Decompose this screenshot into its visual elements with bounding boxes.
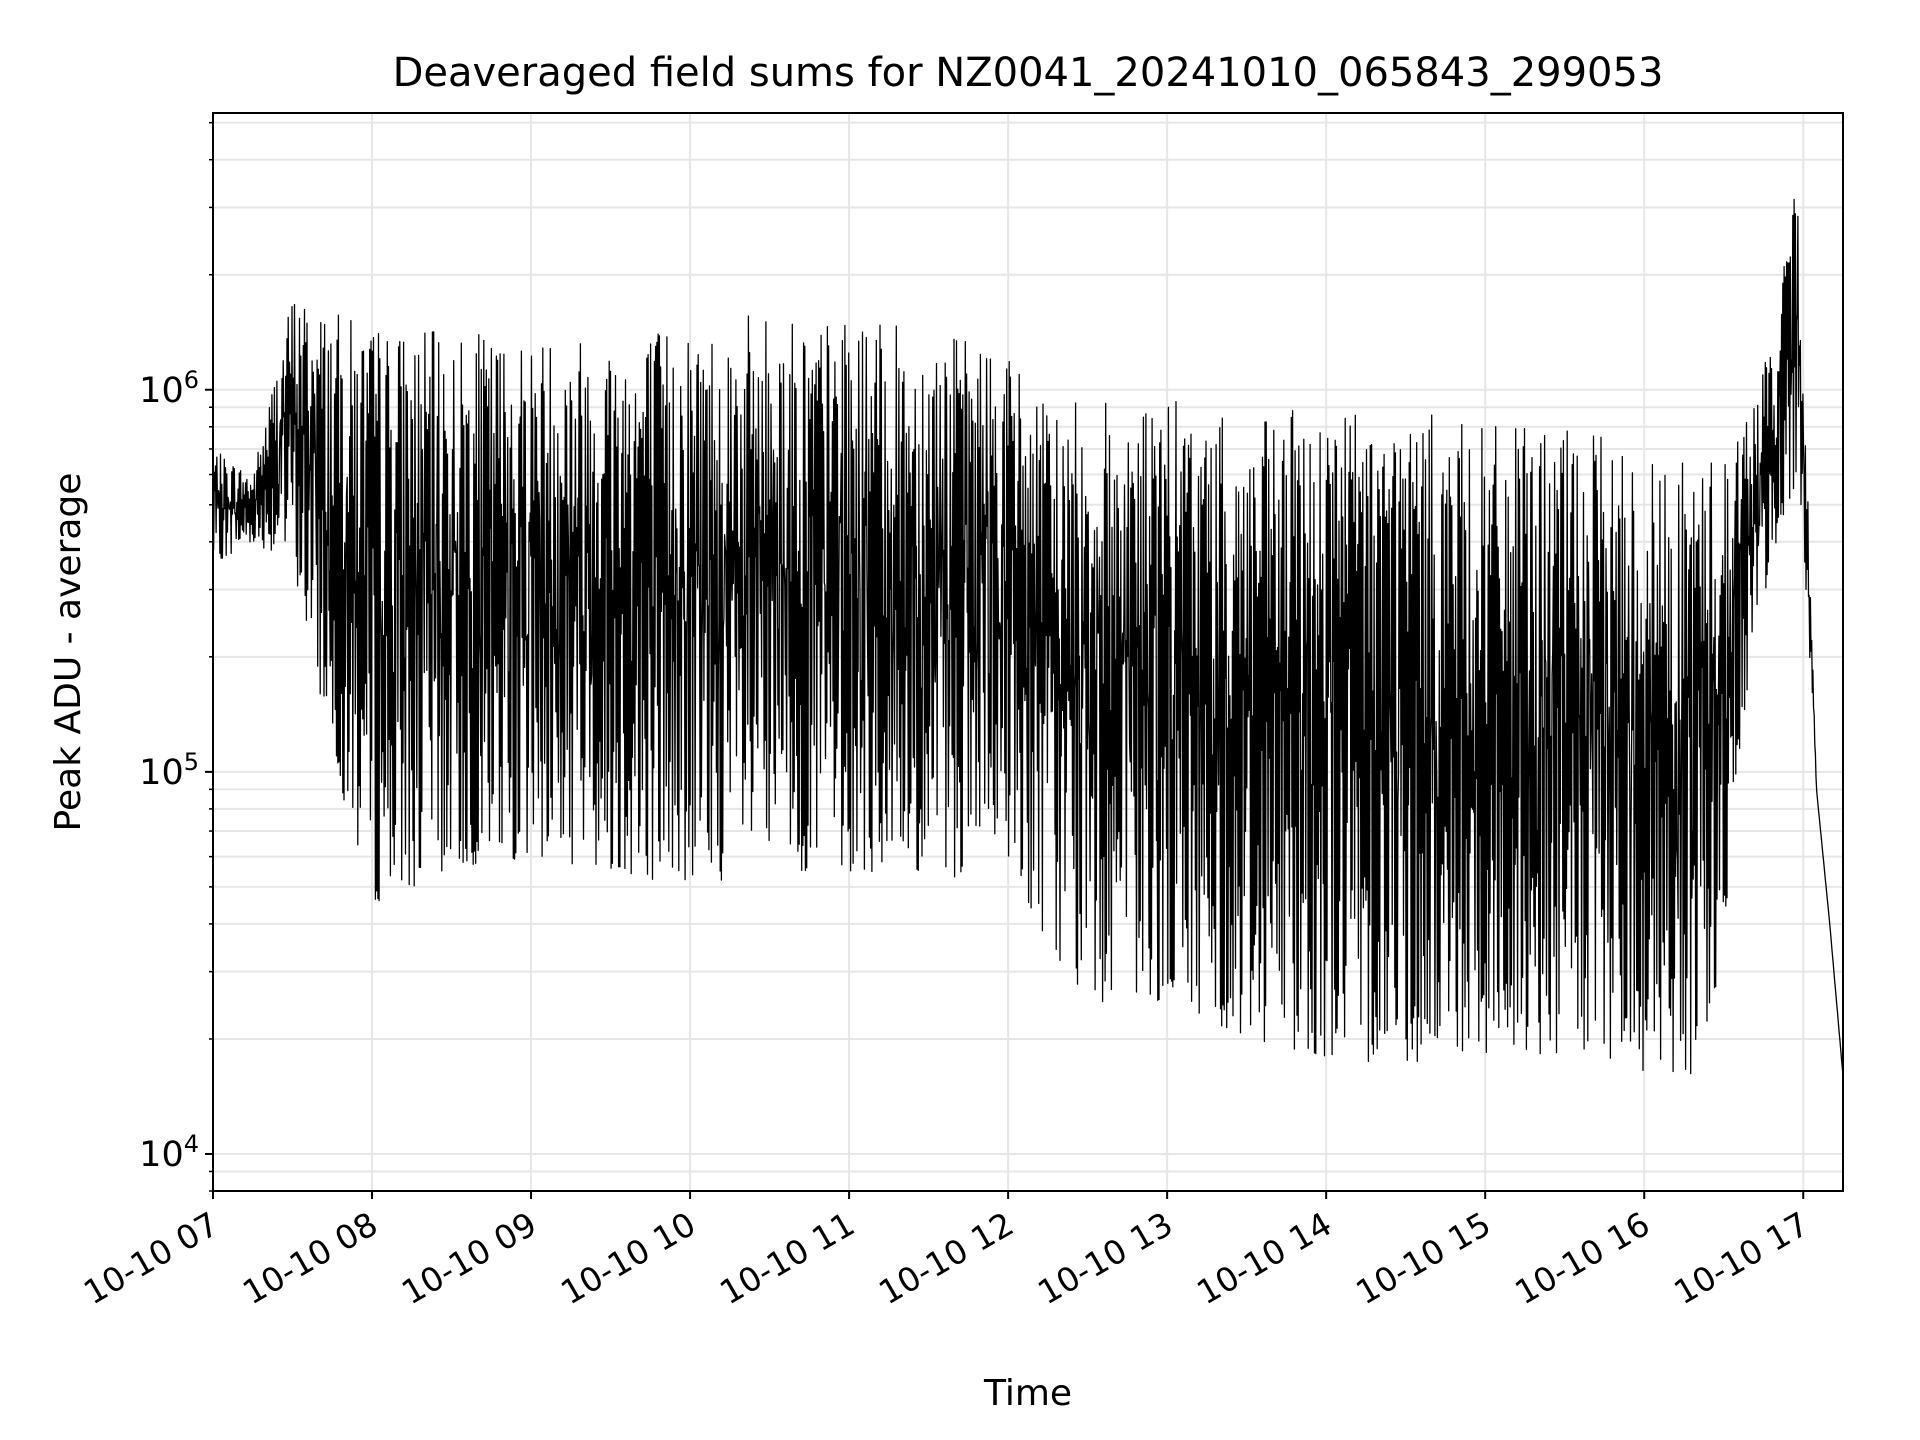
x-tick-label: 10-10 17 — [1667, 1204, 1815, 1312]
x-tick-label: 10-10 14 — [1190, 1204, 1338, 1312]
x-tick-label: 10-10 10 — [554, 1204, 702, 1312]
chart-title: Deaveraged field sums for NZ0041_2024101… — [393, 50, 1664, 96]
y-tick-label: 105 — [139, 748, 199, 793]
x-tick-label: 10-10 08 — [236, 1204, 384, 1312]
x-tick-label: 10-10 16 — [1508, 1204, 1656, 1312]
plot-frame — [212, 112, 1844, 1192]
x-tick-label: 10-10 12 — [872, 1204, 1020, 1312]
x-tick-label: 10-10 13 — [1031, 1204, 1179, 1312]
x-tick-label: 10-10 09 — [395, 1204, 543, 1312]
data-series — [212, 198, 1844, 1077]
y-axis-label: Peak ADU - average — [48, 473, 89, 832]
series-line — [212, 198, 1844, 1077]
x-axis-label: Time — [983, 1373, 1072, 1414]
x-tick-label: 10-10 07 — [77, 1204, 225, 1312]
x-tick-label: 10-10 15 — [1349, 1204, 1497, 1312]
y-tick-label: 106 — [139, 366, 199, 411]
y-tick-label: 104 — [139, 1130, 199, 1175]
x-tick-label: 10-10 11 — [713, 1204, 861, 1312]
